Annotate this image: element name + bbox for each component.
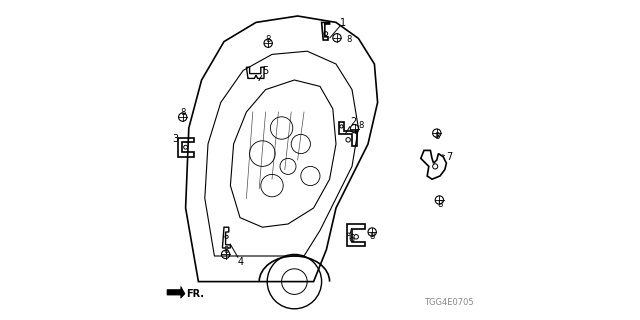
Text: 6: 6 bbox=[348, 234, 355, 244]
Text: 8: 8 bbox=[180, 108, 186, 117]
Text: 1: 1 bbox=[340, 18, 346, 28]
Text: 8: 8 bbox=[266, 35, 271, 44]
Text: 8: 8 bbox=[223, 246, 228, 255]
Text: 8: 8 bbox=[358, 121, 364, 130]
Text: FR.: FR. bbox=[186, 289, 204, 299]
Polygon shape bbox=[167, 286, 185, 298]
Text: 8: 8 bbox=[347, 35, 352, 44]
Text: 8: 8 bbox=[369, 232, 375, 241]
Text: 5: 5 bbox=[262, 66, 269, 76]
Text: 8: 8 bbox=[435, 132, 440, 141]
Text: 4: 4 bbox=[237, 257, 244, 267]
Text: 3: 3 bbox=[172, 133, 178, 144]
Text: TGG4E0705: TGG4E0705 bbox=[424, 298, 474, 307]
Text: 8: 8 bbox=[437, 200, 443, 209]
Text: 2: 2 bbox=[350, 117, 356, 127]
Text: 7: 7 bbox=[447, 152, 452, 163]
